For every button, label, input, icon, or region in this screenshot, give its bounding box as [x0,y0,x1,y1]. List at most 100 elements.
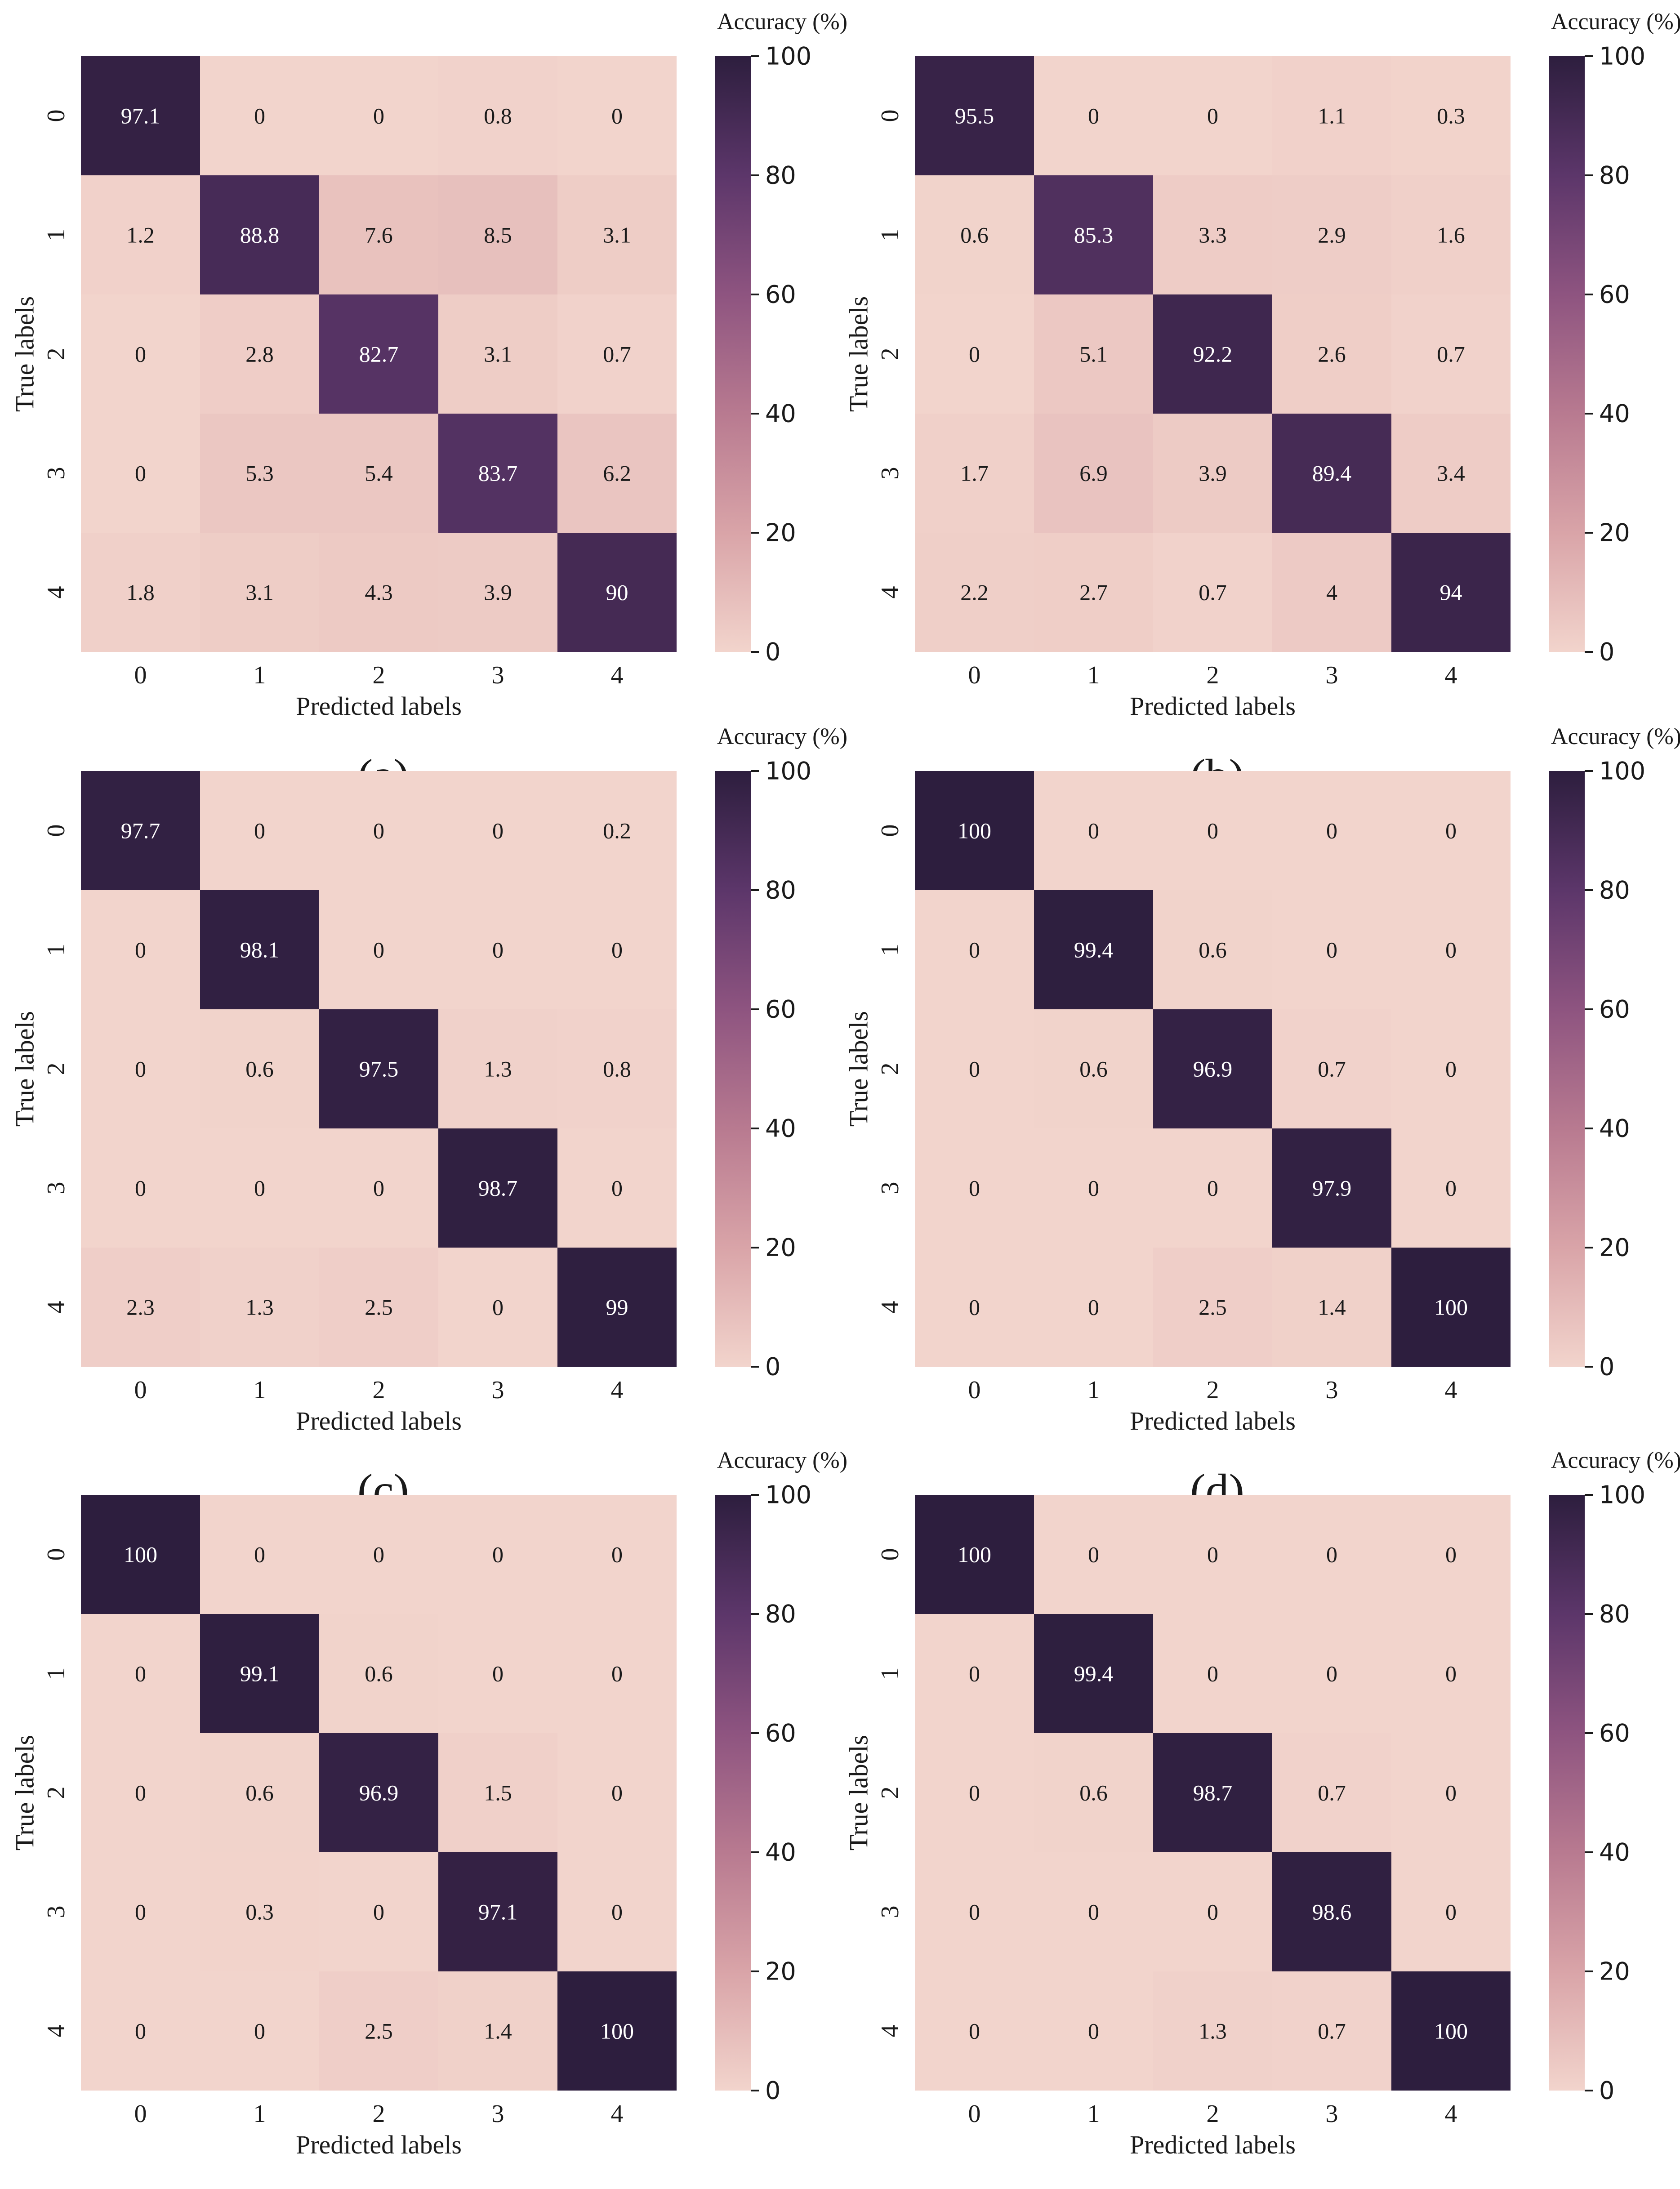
y-axis-label: True labels [844,1735,873,1850]
cell-value-label: 0 [373,103,384,129]
heatmap-cell [1034,1128,1153,1248]
heatmap-cell [1034,1733,1153,1852]
heatmap-cell [1153,1733,1272,1852]
colorbar-tick-label: 20 [1599,519,1630,547]
y-tick-label: 4 [876,1301,904,1314]
y-tick-label: 3 [876,467,904,480]
heatmap-cell [1272,414,1391,533]
confusion-matrix-panel-c: 97.7 0 0 0 0.2 0 98.1 0 0 0 0 0.6 97.5 1.3 0.8 0 0 0 98.7 0… [10,724,848,1516]
cell-value-label: 0.2 [603,818,631,843]
confusion-matrix-panel-e: 100 0 0 0 00 99.1 0.6 0 00 0.6 96.9 1.5 00 0.3 0 97.1 00… [10,1448,848,2189]
heatmap-cell [81,1495,200,1614]
heatmap-cell [319,1495,438,1614]
heatmap-cell [1153,1495,1272,1614]
colorbar [1549,1495,1585,2091]
heatmap-cell [915,771,1034,890]
heatmap-cell [319,1009,438,1128]
heatmap-cell [557,1128,677,1248]
heatmap-cell [1153,1128,1272,1248]
colorbar-tick-label: 80 [1599,876,1630,905]
heatmap-cell [81,414,200,533]
heatmap-cell [81,890,200,1009]
heatmap-cell [200,890,319,1009]
heatmap-cell [1153,533,1272,652]
cell-value-label: 0 [254,2019,265,2044]
heatmap-cell [1153,890,1272,1009]
heatmap-cell [557,294,677,414]
cell-value-label: 82.7 [359,342,399,367]
x-tick-label: 2 [373,2100,385,2128]
y-tick-label: 0 [876,1548,904,1561]
cell-value-label: 0.7 [1199,580,1227,605]
x-axis-label: Predicted labels [1130,1406,1296,1436]
y-tick-label: 4 [42,1301,70,1314]
cell-value-label: 2.6 [1318,342,1346,367]
cell-value-label: 0 [969,1057,980,1082]
heatmap-cell [1391,414,1511,533]
cell-value-label: 0 [492,818,504,843]
heatmap-cell [200,771,319,890]
cell-value-label: 1.7 [960,461,989,486]
heatmap-cell [81,771,200,890]
cell-value-label: 0 [1445,1542,1457,1567]
cell-value-label: 1.3 [484,1057,512,1082]
cell-value-label: 3.1 [484,342,512,367]
heatmap-cell [200,414,319,533]
colorbar-title: Accuracy (%) [717,1448,847,1473]
y-axis-label: True labels [10,1011,40,1127]
heatmap-cell [1153,1248,1272,1367]
cell-value-label: 99.4 [1074,1661,1114,1686]
colorbar-tick-label: 20 [1599,1234,1630,1262]
colorbar-tick-label: 40 [765,1838,796,1867]
cell-value-label: 0 [611,1542,623,1567]
y-tick-label: 2 [876,1787,904,1799]
cell-value-label: 0 [611,937,623,963]
heatmap-cell [1391,890,1511,1009]
heatmap-cell [319,890,438,1009]
y-tick-label: 2 [42,348,70,361]
heatmap-cell [200,294,319,414]
heatmap-cell [1391,56,1511,175]
x-tick-label: 4 [1445,1376,1457,1404]
heatmap-cell [915,1614,1034,1733]
colorbar-title: Accuracy (%) [717,724,847,749]
heatmap-cell [1153,1614,1272,1733]
cell-value-label: 0 [1445,1176,1457,1201]
heatmap-cell [438,1495,557,1614]
cell-value-label: 0.3 [1437,103,1465,129]
y-tick-label: 1 [876,944,904,956]
cell-value-label: 97.9 [1312,1176,1352,1201]
heatmap-cell [200,1614,319,1733]
colorbar-tick-label: 60 [765,281,796,309]
cell-value-label: 89.4 [1312,461,1352,486]
heatmap-cell [1034,1248,1153,1367]
x-tick-label: 0 [134,661,147,689]
colorbar-tick-label: 80 [1599,1600,1630,1628]
heatmap-cell [915,1733,1034,1852]
x-tick-label: 3 [1326,2100,1338,2128]
x-axis-label: Predicted labels [296,1406,462,1436]
heatmap-cell [915,294,1034,414]
colorbar-tick-label: 100 [1599,1481,1645,1509]
y-tick-label: 1 [42,944,70,956]
cell-value-label: 99.4 [1074,937,1114,963]
cell-value-label: 0 [969,1780,980,1806]
heatmap-cell [1391,1248,1511,1367]
x-tick-label: 4 [611,2100,624,2128]
heatmap-cell [1272,1733,1391,1852]
heatmap-cell [319,1614,438,1733]
cell-value-label: 0 [969,1295,980,1320]
colorbar-tick-label: 0 [1599,1353,1614,1381]
cell-value-label: 0 [1088,1899,1099,1925]
heatmap-cell [915,1248,1034,1367]
cell-value-label: 3.9 [484,580,512,605]
cell-value-label: 100 [600,2019,634,2044]
heatmap-cell [81,1128,200,1248]
colorbar [1549,771,1585,1367]
heatmap-cell [557,890,677,1009]
heatmap-cell [319,294,438,414]
cell-value-label: 0 [254,103,265,129]
heatmap-cell [1391,294,1511,414]
colorbar-tick-label: 20 [1599,1957,1630,1986]
cell-value-label: 8.5 [484,223,512,248]
